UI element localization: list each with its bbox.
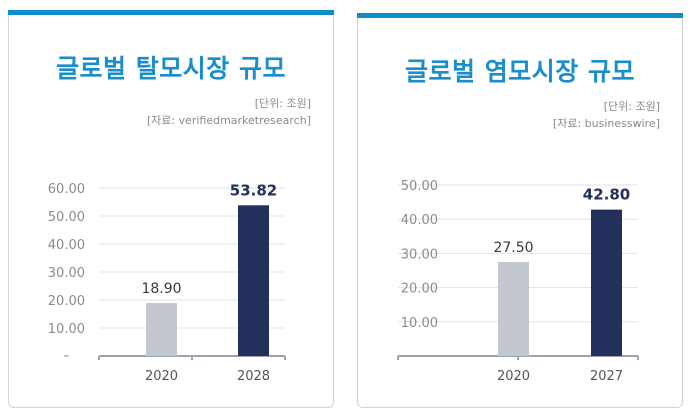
market-card-hair-dye: 글로벌 염모시장 규모 [단위: 조원] [자료: businesswire] … (357, 13, 683, 408)
y-tick-label: 40.00 (48, 238, 85, 253)
y-tick-label: 50.00 (48, 210, 85, 225)
data-label: 27.50 (493, 240, 533, 256)
y-tick-label: - (64, 346, 69, 364)
bar-2020 (146, 303, 177, 356)
y-tick-label: 30.00 (48, 266, 85, 281)
market-card-hair-loss: 글로벌 탈모시장 규모 [단위: 조원] [자료: verifiedmarket… (8, 10, 334, 408)
source-label: [자료: businesswire] (552, 117, 660, 130)
y-tick-label: 50.00 (401, 179, 438, 194)
y-tick-label: 10.00 (48, 322, 85, 337)
x-tick-label: 2028 (237, 369, 270, 384)
y-tick-label: 10.00 (401, 316, 438, 331)
unit-label: [단위: 조원] (603, 100, 660, 113)
bar-chart-hair-dye: -10.0020.0030.0040.0050.0027.50202042.80… (397, 179, 639, 384)
bar-2027 (591, 209, 622, 356)
source-label: [자료: verifiedmarketresearch] (146, 114, 311, 127)
data-label: 42.80 (583, 186, 630, 204)
data-label: 18.90 (141, 281, 181, 297)
y-tick-label: 60.00 (48, 182, 85, 197)
chart-title: 글로벌 염모시장 규모 (405, 57, 635, 86)
bar-2020 (498, 261, 529, 356)
x-tick-label: 2020 (145, 369, 178, 384)
y-tick-label: 40.00 (401, 213, 438, 228)
bar-chart-hair-loss: - 10.00 20.00 30.00 40.00 50.00 60.00 18.90 2020… (48, 181, 286, 384)
card-accent-bar (357, 13, 683, 18)
card-accent-bar (8, 10, 334, 15)
y-tick-label: 30.00 (401, 247, 438, 262)
chart-title: 글로벌 탈모시장 규모 (56, 54, 286, 83)
x-tick-label: 2027 (590, 369, 623, 384)
unit-label: [단위: 조원] (254, 97, 311, 110)
y-tick-label: 20.00 (401, 282, 438, 297)
data-label: 53.82 (230, 181, 277, 199)
bar-2028 (238, 205, 269, 356)
y-tick-label: 20.00 (48, 294, 85, 309)
x-tick-label: 2020 (497, 369, 530, 384)
